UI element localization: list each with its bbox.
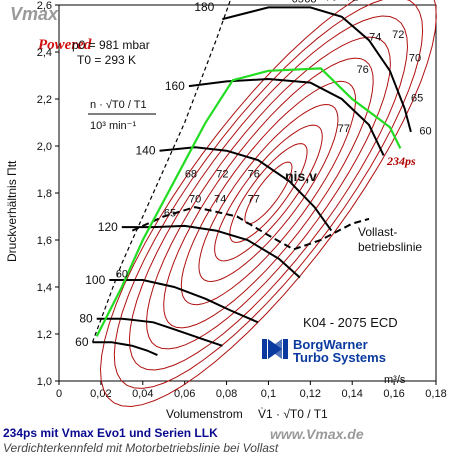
watermark-footer: www.Vmax.de <box>270 426 364 442</box>
x-tick-label: 0,06 <box>174 388 195 400</box>
speed-label-numerator: n · √T0 / T1 <box>90 99 147 111</box>
condition-p0: p0 = 981 mbar <box>72 38 150 52</box>
efficiency-label: 74 <box>369 31 381 43</box>
efficiency-contour <box>163 57 374 329</box>
speed-lines: 60 80 100 120 140 160 180 <box>75 0 412 357</box>
speed-line-label: 60 <box>75 335 89 349</box>
efficiency-label: 72 <box>392 29 404 41</box>
speed-line-label: 80 <box>79 312 93 326</box>
speed-line-label: 100 <box>85 273 105 287</box>
x-axis-label: Volumenstrom <box>166 407 243 421</box>
efficiency-label: 60 <box>419 125 431 137</box>
speed-line-100 <box>109 279 259 324</box>
y-tick-label: 2,4 <box>37 47 52 59</box>
efficiency-contour <box>113 0 424 389</box>
ps-series-line <box>95 67 402 337</box>
efficiency-contour <box>198 103 339 283</box>
efficiency-label: 65 <box>411 92 423 104</box>
efficiency-contour <box>145 36 391 350</box>
efficiency-label: 76 <box>248 169 260 181</box>
efficiency-label: 70 <box>409 52 421 64</box>
condition-t0: T0 = 293 K <box>77 53 136 67</box>
efficiency-symbol: ηis,v <box>285 168 317 184</box>
speed-line-60 <box>92 341 158 357</box>
x-tick-label: 0,04 <box>132 388 153 400</box>
speed-line-140 <box>159 146 333 232</box>
speed-line-label: 180 <box>194 0 214 14</box>
x-axis-unit: m³/s <box>384 374 406 386</box>
speed-line-120 <box>121 224 301 279</box>
x-tick-label: 0,08 <box>216 388 237 400</box>
efficiency-label: 77 <box>338 123 350 135</box>
chart-subtitle: K04 - 2075 ECD <box>303 315 398 330</box>
efficiency-contour <box>180 80 357 306</box>
surge-line <box>91 0 232 343</box>
speed-line-180 <box>222 6 412 133</box>
efficiency-label: 74 <box>214 193 226 205</box>
y-axis-label: Druckverhältnis Πtt <box>5 160 19 262</box>
efficiency-label: 72 <box>216 169 228 181</box>
speed-line-label: 140 <box>136 144 156 158</box>
efficiency-label: 68 <box>304 0 316 6</box>
watermark-top: Vmax <box>10 4 59 24</box>
x-tick-label: 0,02 <box>90 388 111 400</box>
borgwarner-logo-icon <box>262 339 288 359</box>
y-tick-label: 1,4 <box>37 282 52 294</box>
efficiency-label: 70 <box>189 193 201 205</box>
y-tick-label: 1,8 <box>37 188 52 200</box>
efficiency-contour <box>244 161 293 225</box>
efficiency-contour <box>229 143 308 243</box>
efficiency-contour <box>128 15 409 371</box>
speed-line-160 <box>188 77 385 156</box>
brand-line-1: BorgWarner <box>293 337 368 352</box>
y-tick-label: 2,0 <box>37 141 52 153</box>
efficiency-label: 72 <box>346 0 358 3</box>
chart-title: Verdichterkennfeld mit Motorbetriebslini… <box>3 441 279 455</box>
x-tick-label: 0,14 <box>342 388 363 400</box>
operating-line-label-1: Vollast- <box>358 225 397 239</box>
y-tick-label: 2,6 <box>37 0 52 12</box>
efficiency-contours <box>99 0 437 408</box>
operating-line-label-2: betriebslinie <box>358 240 422 254</box>
tick-layer: 0 0,02 0,04 0,06 0,08 0,1 0,12 0,14 0,16 0,18 1,0 1… <box>37 0 447 400</box>
efficiency-label: 76 <box>357 64 369 76</box>
label-layer: 60656870727476776568707274727065607677 <box>116 0 432 281</box>
x-tick-label: 0,1 <box>261 388 276 400</box>
speed-line-label: 120 <box>98 220 118 234</box>
efficiency-label: 70 <box>325 0 337 3</box>
efficiency-contour <box>99 0 437 408</box>
speed-line-label: 160 <box>165 79 185 93</box>
x-tick-label: 0,18 <box>425 388 446 400</box>
x-axis-formula: V̇1 · √T0 / T1 <box>258 407 328 421</box>
speed-line-80 <box>96 317 223 347</box>
efficiency-label: 65 <box>164 208 176 220</box>
operating-line <box>131 206 370 251</box>
efficiency-label: 65 <box>292 0 304 6</box>
y-tick-label: 1,6 <box>37 235 52 247</box>
y-tick-label: 1,2 <box>37 329 52 341</box>
efficiency-label: 60 <box>116 269 128 281</box>
efficiency-label: 77 <box>248 193 260 205</box>
y-tick-label: 2,2 <box>37 94 52 106</box>
efficiency-contour <box>214 124 323 262</box>
series-layer <box>95 67 402 337</box>
y-tick-label: 1,0 <box>37 376 52 388</box>
x-tick-label: 0 <box>56 388 62 400</box>
brand-line-2: Turbo Systems <box>293 350 386 365</box>
chart-caption: 234ps mit Vmax Evo1 und Serien LLK <box>3 426 218 440</box>
efficiency-label: 68 <box>185 169 197 181</box>
speed-label-unit: 10³ min⁻¹ <box>90 120 136 132</box>
ps-series-label: 234ps <box>386 154 416 168</box>
x-tick-label: 0,16 <box>383 388 404 400</box>
watermark-powered: Powered <box>38 37 92 53</box>
x-tick-label: 0,12 <box>300 388 321 400</box>
